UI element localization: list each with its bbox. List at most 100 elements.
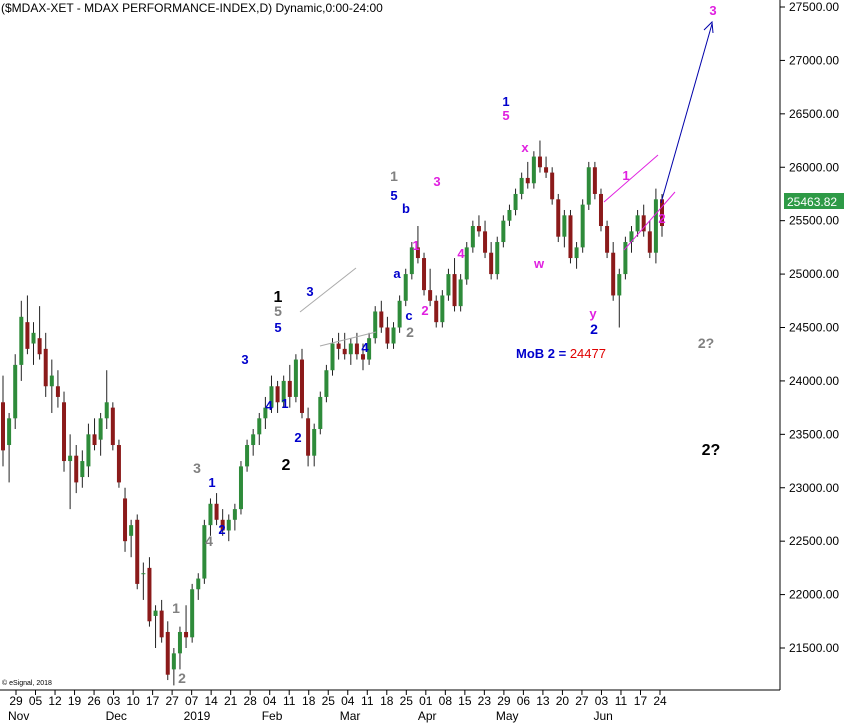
channel-upper bbox=[603, 154, 659, 203]
wave-label: 2 bbox=[294, 430, 301, 445]
candle bbox=[245, 439, 250, 472]
candle-body bbox=[361, 354, 366, 360]
candle-body bbox=[605, 226, 610, 253]
candle bbox=[586, 161, 591, 210]
candle-body bbox=[110, 407, 115, 446]
candle-body bbox=[415, 247, 420, 259]
candle-body bbox=[318, 396, 323, 429]
candle-body bbox=[580, 204, 585, 248]
candle-body bbox=[312, 428, 317, 456]
wave-label: 3 bbox=[193, 460, 201, 476]
wave-label: 1 bbox=[390, 168, 398, 184]
candle bbox=[98, 412, 103, 456]
x-tick-label: 06 bbox=[517, 694, 531, 708]
candle bbox=[550, 167, 555, 205]
wave-label: 5 bbox=[274, 320, 281, 335]
candle-body bbox=[458, 279, 463, 307]
x-tick-label: 11 bbox=[283, 694, 296, 708]
projection-arrowhead bbox=[703, 20, 714, 34]
candle-body bbox=[306, 418, 311, 456]
candle-body bbox=[324, 370, 329, 397]
candle-body bbox=[544, 167, 549, 173]
candle-body bbox=[617, 274, 622, 296]
wave-label: 1 bbox=[172, 600, 180, 616]
candle bbox=[324, 364, 329, 403]
wave-label: 3 bbox=[306, 284, 313, 299]
wave-label: 2? bbox=[698, 335, 714, 351]
candle bbox=[19, 300, 24, 381]
wave-label: 1 bbox=[622, 168, 629, 183]
x-month-label: May bbox=[496, 709, 519, 723]
y-tick-label: 24000.00 bbox=[789, 374, 839, 388]
candle bbox=[647, 220, 652, 259]
candle-body bbox=[177, 631, 182, 654]
candle bbox=[275, 380, 280, 413]
candle bbox=[171, 648, 176, 686]
candle-body bbox=[483, 231, 488, 253]
trend-lines bbox=[299, 20, 714, 347]
candle bbox=[403, 268, 408, 307]
candle-body bbox=[379, 311, 384, 328]
candle-body bbox=[373, 311, 378, 339]
candle bbox=[507, 204, 512, 227]
wave-label: c bbox=[405, 308, 412, 323]
wave-label: w bbox=[533, 256, 545, 271]
last-price-box: 25463.82 bbox=[784, 193, 844, 209]
candle-body bbox=[556, 199, 561, 237]
wave-label: 3 bbox=[709, 3, 716, 18]
candle bbox=[373, 306, 378, 344]
candle-body bbox=[507, 209, 512, 221]
candle-body bbox=[208, 503, 213, 526]
candle bbox=[74, 445, 79, 494]
candle bbox=[159, 599, 164, 643]
candle bbox=[196, 573, 201, 600]
wave-label: 4 bbox=[457, 246, 465, 261]
candle-body bbox=[43, 348, 48, 387]
wave-label: 2? bbox=[702, 442, 721, 459]
wave-label: 2 bbox=[406, 324, 414, 340]
candle-body bbox=[7, 418, 12, 446]
x-tick-label: 08 bbox=[439, 694, 453, 708]
y-tick-label: 22000.00 bbox=[789, 588, 839, 602]
candle bbox=[37, 306, 42, 360]
candle-body bbox=[409, 247, 414, 275]
projection-arrow bbox=[660, 23, 713, 204]
candle-body bbox=[348, 343, 353, 355]
candle bbox=[354, 332, 359, 360]
candle bbox=[80, 450, 85, 488]
candle bbox=[513, 188, 518, 216]
candle bbox=[464, 242, 469, 285]
last-price-background bbox=[784, 193, 844, 209]
candle-body bbox=[281, 380, 286, 403]
candle bbox=[342, 332, 347, 360]
wave-label: 5 bbox=[502, 108, 509, 123]
candle bbox=[415, 226, 420, 264]
candle-body bbox=[501, 220, 506, 243]
candle bbox=[525, 161, 530, 189]
candle-body bbox=[342, 348, 347, 355]
candle-body bbox=[476, 226, 481, 232]
candle bbox=[1, 375, 5, 467]
x-tick-label: 21 bbox=[224, 694, 238, 708]
candle bbox=[531, 151, 536, 189]
candle-body bbox=[434, 300, 439, 323]
candle-body bbox=[611, 252, 616, 296]
candle bbox=[544, 156, 549, 178]
x-tick-label: 07 bbox=[185, 694, 199, 708]
candle-body bbox=[641, 215, 646, 232]
candle-body bbox=[464, 247, 469, 280]
wave-label: 4 bbox=[361, 340, 369, 355]
x-tick-label: 01 bbox=[419, 694, 433, 708]
x-month-label: Nov bbox=[8, 709, 29, 723]
y-tick-label: 26500.00 bbox=[789, 107, 839, 121]
candle-body bbox=[367, 338, 372, 360]
wedge-line-upper-1 bbox=[299, 267, 357, 313]
candle-body bbox=[525, 177, 530, 184]
candle-body bbox=[586, 167, 591, 205]
candle bbox=[489, 242, 494, 280]
x-month-label: Jun bbox=[593, 709, 612, 723]
candle-body bbox=[385, 327, 390, 344]
candles-group bbox=[1, 140, 664, 686]
candle bbox=[68, 434, 73, 510]
candle bbox=[141, 562, 146, 600]
